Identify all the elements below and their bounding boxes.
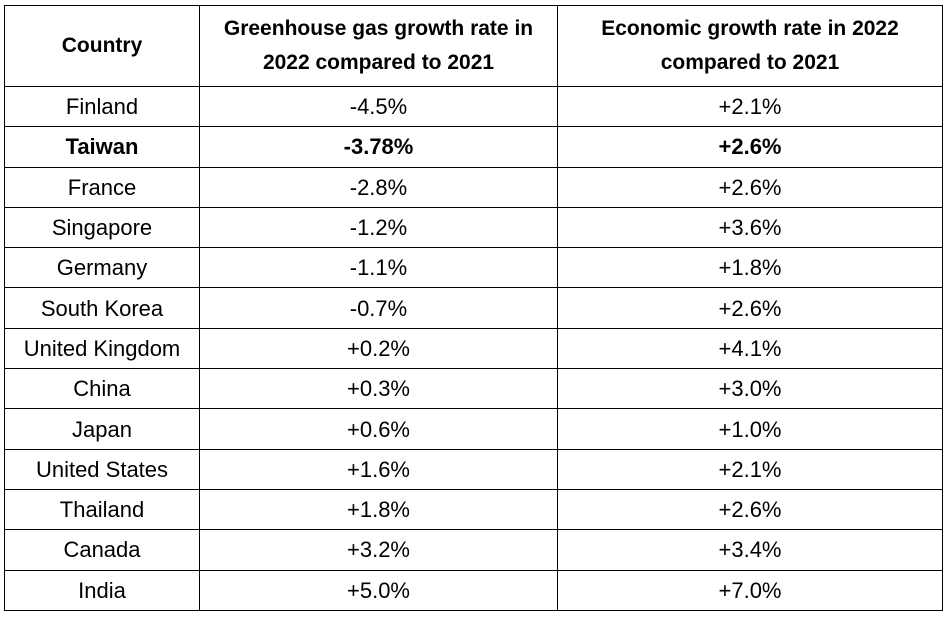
ghg-growth-cell: -3.78% (199, 126, 558, 168)
ghg-growth-cell: +0.6% (199, 408, 558, 450)
economic-growth-cell: +3.4% (557, 529, 943, 571)
table-row: Thailand +1.8% +2.6% (4, 488, 943, 531)
table-row: Canada +3.2% +3.4% (4, 529, 943, 571)
country-cell: United Kingdom (4, 327, 200, 370)
country-cell: Taiwan (4, 126, 200, 168)
growth-rate-table: Country Greenhouse gas growth rate in 20… (4, 5, 943, 611)
ghg-growth-cell: -1.1% (199, 247, 558, 289)
table-row: France -2.8% +2.6% (4, 166, 943, 208)
ghg-growth-cell: +1.8% (199, 488, 558, 531)
table-row: United Kingdom +0.2% +4.1% (4, 327, 943, 370)
ghg-growth-cell: -2.8% (199, 166, 558, 208)
table-row: Finland -4.5% +2.1% (4, 85, 943, 128)
economic-growth-cell: +2.1% (557, 448, 943, 490)
country-cell: China (4, 368, 200, 410)
country-cell: United States (4, 448, 200, 490)
economic-growth-cell: +2.6% (557, 126, 943, 168)
table-row: South Korea -0.7% +2.6% (4, 287, 943, 329)
economic-growth-cell: +2.6% (557, 488, 943, 531)
table-row: Singapore -1.2% +3.6% (4, 206, 943, 249)
table-row: India +5.0% +7.0% (4, 569, 943, 611)
header-row: Country Greenhouse gas growth rate in 20… (4, 5, 943, 87)
economic-growth-cell: +2.1% (557, 85, 943, 128)
economic-growth-cell: +3.0% (557, 368, 943, 410)
table-row: China +0.3% +3.0% (4, 368, 943, 410)
table-body: Finland -4.5% +2.1% Taiwan -3.78% +2.6% France… (4, 85, 943, 611)
header-country: Country (4, 5, 200, 87)
ghg-growth-cell: +0.3% (199, 368, 558, 410)
country-cell: Japan (4, 408, 200, 450)
header-economic-growth: Economic growth rate in 2022 compared to… (557, 5, 943, 87)
country-cell: Finland (4, 85, 200, 128)
economic-growth-cell: +2.6% (557, 287, 943, 329)
ghg-growth-cell: -4.5% (199, 85, 558, 128)
country-cell: Germany (4, 247, 200, 289)
ghg-growth-cell: -0.7% (199, 287, 558, 329)
economic-growth-cell: +3.6% (557, 206, 943, 249)
country-cell: Singapore (4, 206, 200, 249)
header-ghg-growth: Greenhouse gas growth rate in 2022 compa… (199, 5, 558, 87)
ghg-growth-cell: +0.2% (199, 327, 558, 370)
ghg-growth-cell: -1.2% (199, 206, 558, 249)
table-row: Germany -1.1% +1.8% (4, 247, 943, 289)
country-cell: Canada (4, 529, 200, 571)
economic-growth-cell: +4.1% (557, 327, 943, 370)
ghg-growth-cell: +5.0% (199, 569, 558, 611)
ghg-growth-cell: +3.2% (199, 529, 558, 571)
economic-growth-cell: +1.8% (557, 247, 943, 289)
table-row: Taiwan -3.78% +2.6% (4, 126, 943, 168)
economic-growth-cell: +7.0% (557, 569, 943, 611)
table-row: United States +1.6% +2.1% (4, 448, 943, 490)
table-row: Japan +0.6% +1.0% (4, 408, 943, 450)
country-cell: France (4, 166, 200, 208)
economic-growth-cell: +1.0% (557, 408, 943, 450)
economic-growth-cell: +2.6% (557, 166, 943, 208)
country-cell: Thailand (4, 488, 200, 531)
country-cell: South Korea (4, 287, 200, 329)
country-cell: India (4, 569, 200, 611)
ghg-growth-cell: +1.6% (199, 448, 558, 490)
